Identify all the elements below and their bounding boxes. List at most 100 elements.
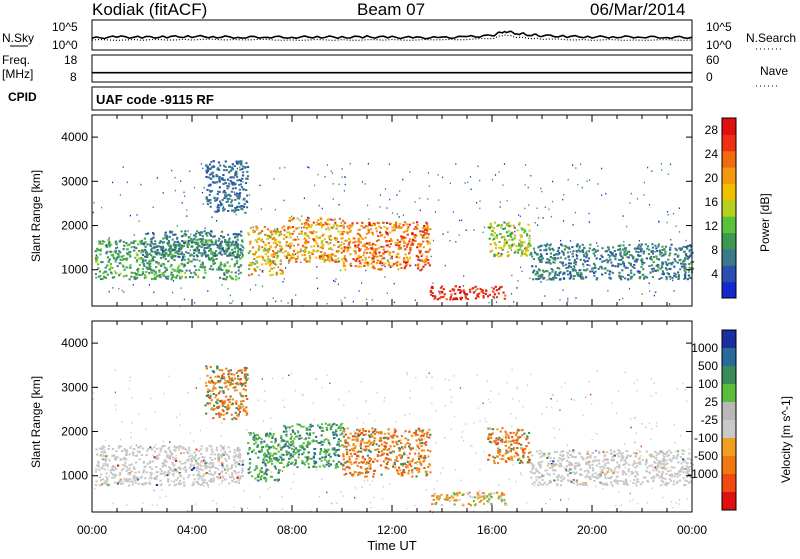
scatter-cell xyxy=(151,271,153,273)
scatter-cell xyxy=(304,251,306,253)
scatter-cell xyxy=(227,200,229,202)
scatter-cell xyxy=(497,225,499,227)
scatter-cell xyxy=(299,219,301,221)
scatter-speck xyxy=(134,234,135,236)
scatter-cell xyxy=(564,248,566,250)
scatter-speck xyxy=(123,166,124,168)
scatter-cell xyxy=(306,460,308,462)
scatter-cell xyxy=(655,247,657,249)
scatter-cell xyxy=(406,230,408,232)
scatter-cell xyxy=(148,261,150,263)
scatter-cell xyxy=(172,470,174,472)
scatter-cell xyxy=(225,182,227,184)
scatter-cell xyxy=(325,456,327,458)
scatter-cell xyxy=(170,274,172,276)
scatter-cell xyxy=(288,447,290,449)
scatter-cell xyxy=(335,451,337,453)
scatter-cell xyxy=(310,226,312,228)
scatter-cell xyxy=(101,458,103,460)
scatter-cell xyxy=(508,245,510,247)
scatter-cell xyxy=(348,227,350,229)
scatter-cell xyxy=(293,445,295,447)
scatter-cell xyxy=(341,247,343,249)
scatter-cell xyxy=(364,243,366,245)
scatter-cell xyxy=(129,256,131,258)
scatter-cell xyxy=(227,399,229,401)
scatter-speck xyxy=(333,183,334,185)
scatter-speck xyxy=(339,184,340,186)
scatter-cell xyxy=(225,407,227,409)
scatter-speck xyxy=(227,288,228,290)
scatter-speck xyxy=(101,207,102,209)
scatter-cell xyxy=(656,250,658,252)
scatter-cell xyxy=(106,246,108,248)
scatter-cell xyxy=(498,293,500,295)
scatter-cell xyxy=(236,372,238,374)
scatter-cell xyxy=(308,466,310,468)
scatter-cell xyxy=(180,475,182,477)
scatter-cell xyxy=(170,468,172,470)
scatter-cell xyxy=(226,465,228,467)
scatter-cell xyxy=(180,248,182,250)
scatter-cell xyxy=(618,259,620,261)
scatter-cell xyxy=(362,245,364,247)
scatter-cell xyxy=(397,242,399,244)
scatter-cell xyxy=(248,234,250,236)
scatter-cell xyxy=(669,252,671,254)
scatter-cell xyxy=(149,462,151,464)
scatter-cell xyxy=(205,382,207,384)
scatter-cell xyxy=(408,446,410,448)
scatter-speck xyxy=(403,215,404,217)
scatter-speck xyxy=(295,253,296,255)
scatter-cell xyxy=(283,229,285,231)
scatter-speck xyxy=(654,251,655,253)
scatter-cell xyxy=(621,269,623,271)
scatter-cell xyxy=(429,464,431,466)
scatter-speck xyxy=(563,194,564,196)
scatter-cell xyxy=(311,224,313,226)
scatter-cell xyxy=(206,189,208,191)
scatter-cell xyxy=(288,260,290,262)
scatter-cell xyxy=(347,232,349,234)
scatter-cell xyxy=(160,483,162,485)
scatter-cell xyxy=(217,204,219,206)
scatter-cell xyxy=(191,245,193,247)
scatter-cell xyxy=(195,243,197,245)
scatter-cell xyxy=(343,263,345,265)
scatter-speck xyxy=(450,240,451,242)
scatter-cell xyxy=(235,272,237,274)
scatter-cell xyxy=(218,162,220,164)
scatter-cell xyxy=(255,465,257,467)
scatter-cell xyxy=(263,456,265,458)
scatter-speck xyxy=(427,198,428,200)
scatter-speck xyxy=(283,281,284,283)
nave-tick-bottom: 0 xyxy=(706,70,713,84)
scatter-cell xyxy=(345,439,347,441)
scatter-cell xyxy=(270,476,272,478)
scatter-cell xyxy=(370,228,372,230)
scatter-cell xyxy=(163,274,165,276)
scatter-cell xyxy=(675,260,677,262)
scatter-cell xyxy=(180,452,182,454)
scatter-cell xyxy=(274,263,276,265)
scatter-cell xyxy=(191,461,193,463)
scatter-cell xyxy=(177,268,179,270)
scatter-cell xyxy=(248,449,250,451)
scatter-cell xyxy=(214,211,216,213)
scatter-cell xyxy=(215,181,217,183)
scatter-cell xyxy=(528,240,530,242)
scatter-cell xyxy=(640,266,642,268)
scatter-cell xyxy=(111,477,113,479)
scatter-speck xyxy=(164,235,165,237)
scatter-cell xyxy=(514,235,516,237)
scatter-cell xyxy=(264,248,266,250)
scatter-cell xyxy=(218,238,220,240)
scatter-cell xyxy=(303,452,305,454)
scatter-cell xyxy=(254,469,256,471)
scatter-cell xyxy=(173,244,175,246)
noise-left-tick-top: 10^5 xyxy=(52,20,78,34)
scatter-cell xyxy=(259,451,261,453)
scatter-speck xyxy=(511,293,512,295)
scatter-cell xyxy=(416,440,418,442)
scatter-cell xyxy=(248,268,250,270)
